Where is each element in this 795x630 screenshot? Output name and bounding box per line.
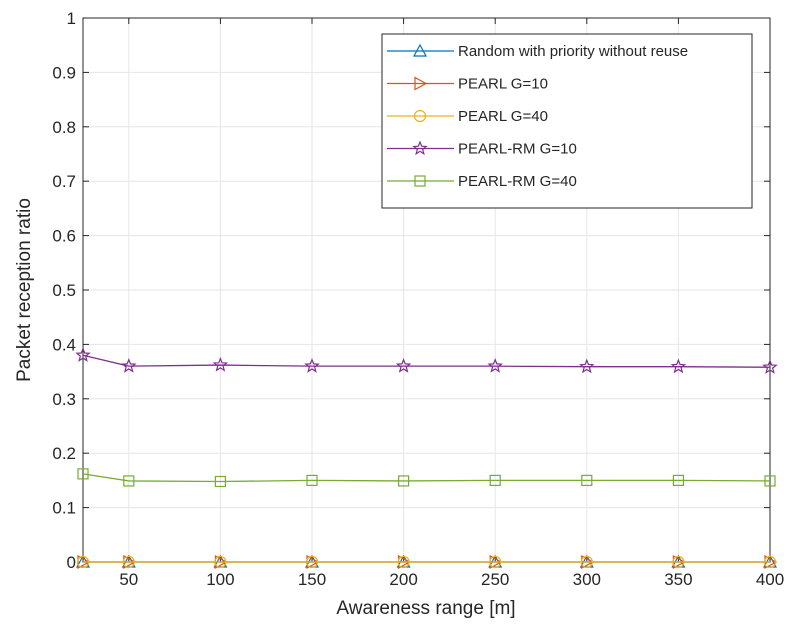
series-5 xyxy=(77,468,776,488)
data-point xyxy=(395,358,412,373)
x-tick-label: 200 xyxy=(389,570,417,589)
y-tick-label: 0.4 xyxy=(52,335,76,354)
data-point xyxy=(762,359,778,374)
y-tick-label: 0.9 xyxy=(52,63,76,82)
series-line xyxy=(82,473,771,483)
data-point xyxy=(580,555,593,569)
y-axis-label: Packet reception ratio xyxy=(14,198,35,382)
x-axis-ticks: 50 100 150 200 250 300 350 400 xyxy=(119,18,784,589)
data-point xyxy=(487,358,503,373)
y-tick-label: 1 xyxy=(67,9,76,28)
data-point xyxy=(763,555,777,569)
y-tick-label: 0.2 xyxy=(52,444,76,463)
y-tick-label: 0.5 xyxy=(52,281,76,300)
data-point xyxy=(306,474,318,486)
legend-box xyxy=(381,33,753,209)
x-tick-label: 350 xyxy=(664,570,692,589)
data-point xyxy=(214,555,227,569)
x-axis-label: Awareness range [m] xyxy=(336,598,515,619)
y-tick-label: 0.3 xyxy=(52,390,76,409)
y-tick-label: 0.6 xyxy=(52,227,76,246)
series-line xyxy=(82,354,771,368)
data-point xyxy=(670,358,687,374)
data-point xyxy=(581,474,593,486)
data-point xyxy=(579,358,595,374)
data-point xyxy=(764,475,776,487)
series-3 xyxy=(76,555,777,569)
legend-item: Random with priority without reuse xyxy=(387,43,688,60)
legend-marker xyxy=(412,43,428,57)
legend-item: PEARL-RM G=10 xyxy=(387,140,577,158)
series-layer xyxy=(75,347,778,570)
data-point xyxy=(212,356,229,372)
data-point xyxy=(489,555,502,569)
legend-item: PEARL G=40 xyxy=(387,108,548,125)
x-tick-label: 250 xyxy=(481,570,509,589)
data-point xyxy=(304,358,320,373)
data-point xyxy=(122,555,135,569)
legend-label: PEARL G=40 xyxy=(458,108,548,125)
legend-item: PEARL G=10 xyxy=(387,76,548,93)
data-point xyxy=(398,475,410,487)
y-tick-label: 0.1 xyxy=(52,499,76,518)
legend-marker xyxy=(414,76,428,91)
y-tick-label: 0 xyxy=(67,553,76,572)
x-tick-label: 50 xyxy=(119,570,138,589)
data-point xyxy=(305,555,319,569)
series-4 xyxy=(75,347,778,374)
data-point xyxy=(672,555,685,569)
legend: Random with priority without reuse PEARL … xyxy=(381,33,753,209)
data-point xyxy=(397,555,410,569)
y-tick-label: 0.7 xyxy=(52,172,76,191)
y-axis-ticks: 0 0.1 0.2 0.3 0.4 0.5 0.6 0.7 0.8 0.9 1 xyxy=(52,9,770,572)
data-point xyxy=(75,347,91,362)
legend-marker xyxy=(414,175,426,187)
data-point xyxy=(77,468,89,480)
legend-item: PEARL-RM G=40 xyxy=(387,173,577,190)
x-tick-label: 400 xyxy=(756,570,784,589)
y-tick-label: 0.8 xyxy=(52,118,76,137)
legend-label: PEARL G=10 xyxy=(458,76,548,93)
legend-label: Random with priority without reuse xyxy=(458,43,688,60)
data-point xyxy=(672,474,685,486)
x-tick-label: 100 xyxy=(206,570,234,589)
legend-marker xyxy=(412,140,428,156)
data-point xyxy=(121,358,137,373)
data-point xyxy=(123,475,135,487)
data-point xyxy=(76,555,90,569)
legend-label: PEARL-RM G=40 xyxy=(458,173,577,190)
x-tick-label: 300 xyxy=(573,570,601,589)
legend-label: PEARL-RM G=10 xyxy=(458,141,577,158)
x-tick-label: 150 xyxy=(298,570,326,589)
data-point xyxy=(214,475,226,488)
legend-marker xyxy=(413,109,427,123)
data-point xyxy=(489,474,501,486)
